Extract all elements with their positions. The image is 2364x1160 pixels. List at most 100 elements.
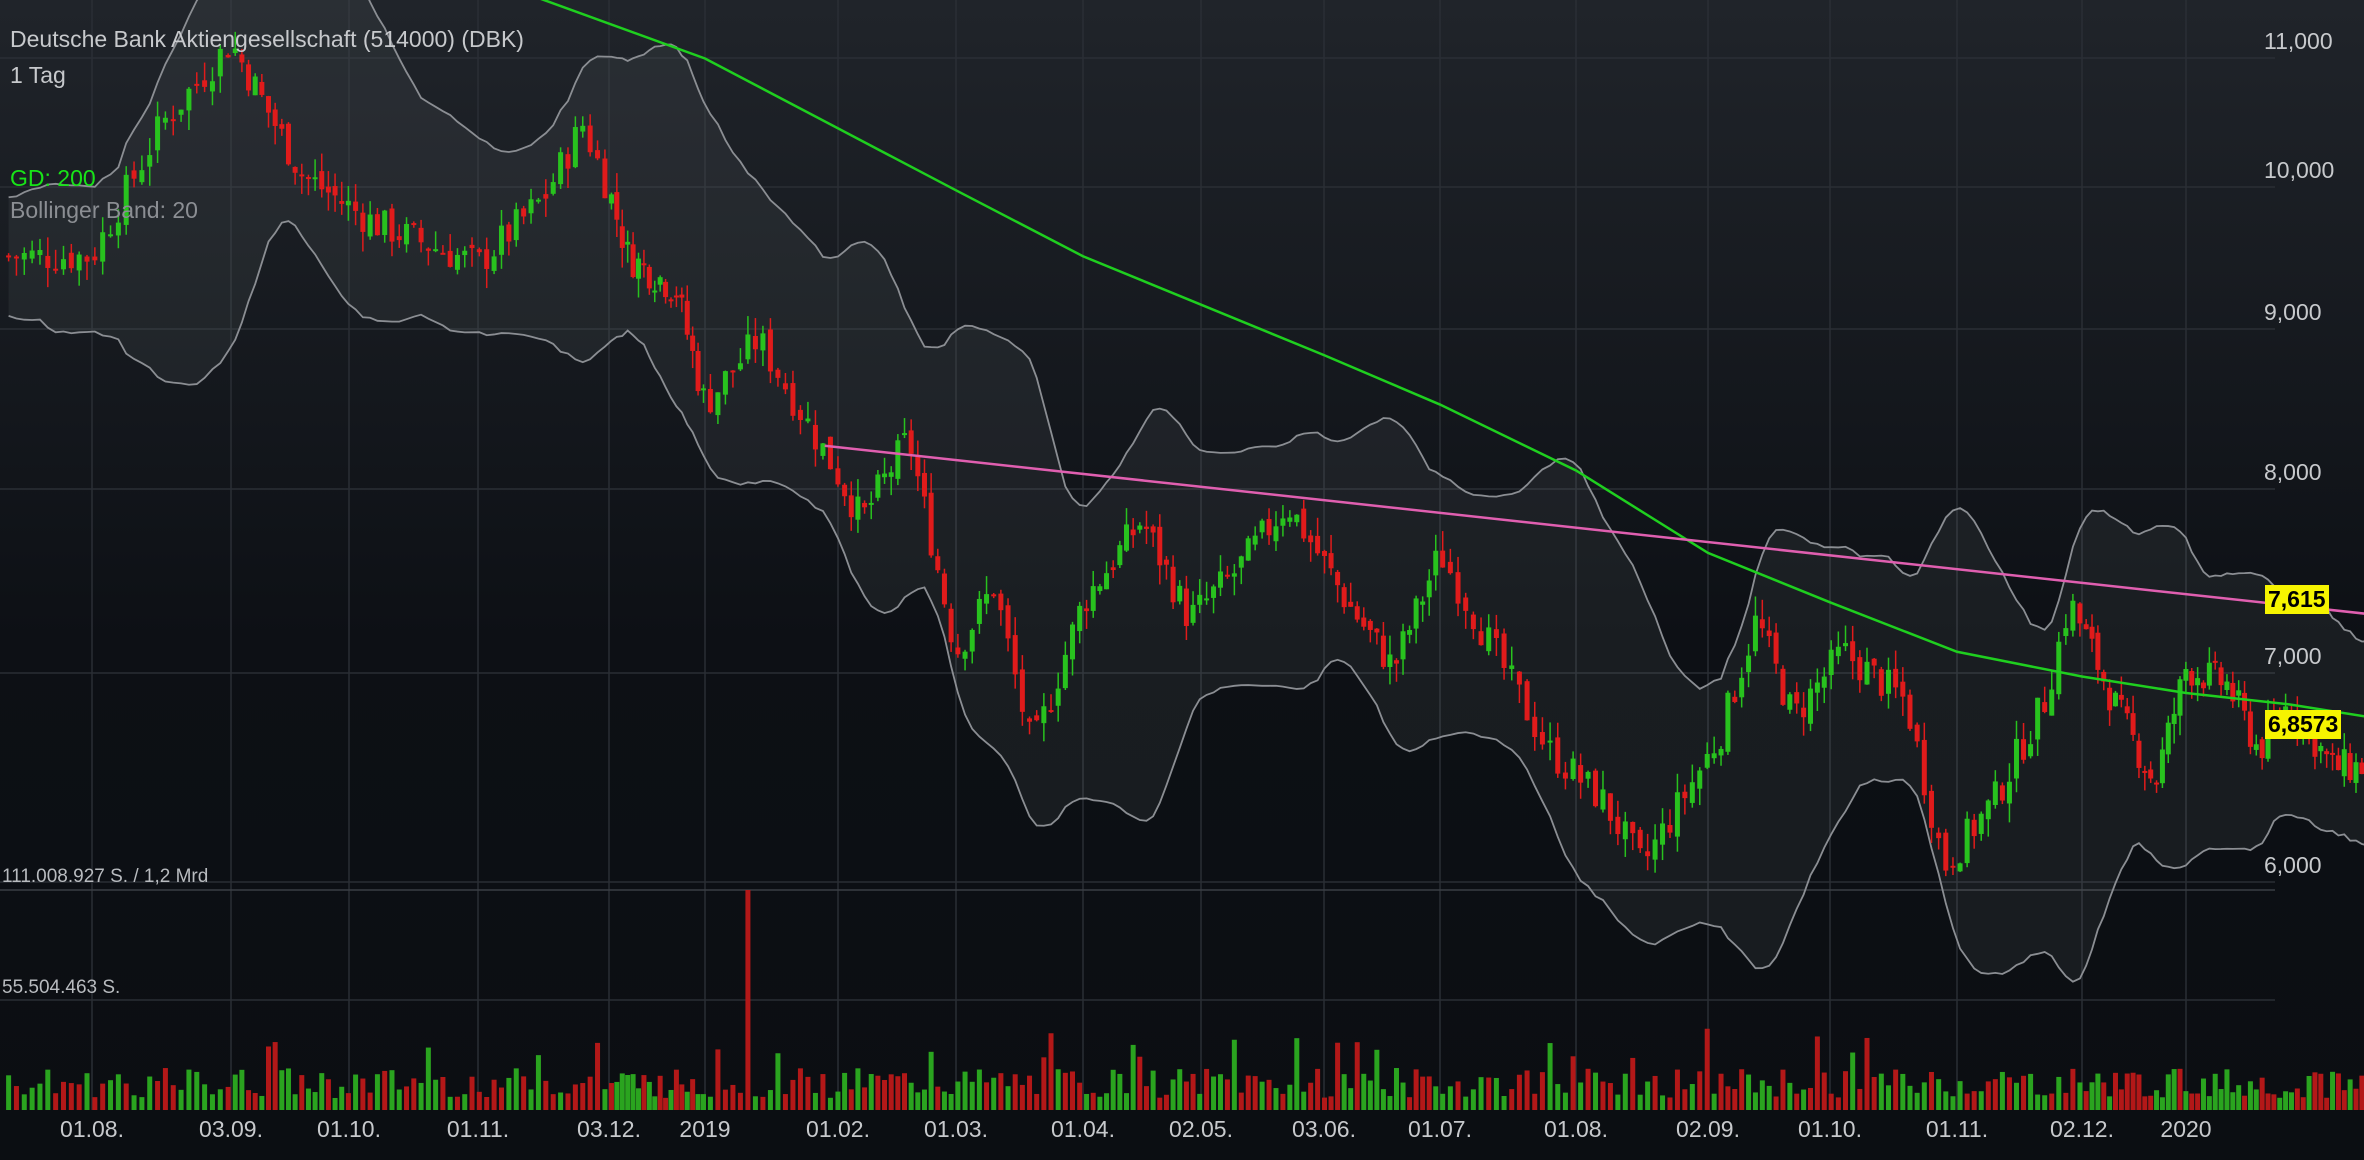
candle-body	[827, 436, 833, 470]
candle-body	[37, 250, 43, 256]
candle-body	[1578, 765, 1584, 783]
candle-body	[2183, 669, 2189, 681]
volume-bar	[1739, 1069, 1745, 1110]
candle-body	[1893, 668, 1899, 688]
candle-body	[1170, 566, 1176, 603]
volume-bar	[775, 1053, 781, 1110]
trend-line[interactable]	[824, 444, 2364, 627]
candle-body	[2347, 753, 2353, 781]
volume-bar	[1380, 1089, 1386, 1110]
volume-bar	[1835, 1097, 1841, 1110]
volume-bar	[1070, 1071, 1076, 1110]
candle-body	[21, 252, 27, 260]
x-tick-label: 02.05.	[1169, 1116, 1233, 1142]
volume-bar	[13, 1086, 19, 1110]
volume-bar	[1433, 1086, 1439, 1110]
candle-body	[396, 236, 402, 241]
last-price-tag: 7,615	[2265, 584, 2329, 614]
candle-body	[695, 350, 701, 392]
candle-body	[1878, 669, 1884, 696]
volume-bar	[170, 1085, 176, 1110]
y-tick-label: 8,000	[2264, 459, 2322, 485]
volume-bar	[641, 1075, 647, 1110]
volume-bar	[1509, 1089, 1515, 1110]
volume-bar	[2035, 1094, 2041, 1110]
volume-bar	[1273, 1088, 1279, 1110]
volume-bar	[232, 1074, 238, 1110]
volume-bar	[292, 1094, 298, 1110]
candle-body	[60, 259, 66, 270]
candle-body	[418, 227, 424, 243]
candle-body	[2200, 682, 2206, 689]
volume-bar	[1294, 1038, 1300, 1110]
candle-body	[1252, 535, 1258, 545]
volume-bar	[848, 1089, 854, 1110]
volume-bar	[252, 1093, 258, 1110]
candle-body	[115, 222, 121, 236]
candle-body	[684, 300, 690, 335]
volume-bar	[272, 1042, 278, 1110]
volume-bar	[1478, 1077, 1484, 1110]
x-tick-label: 2020	[2160, 1116, 2212, 1142]
candle-body	[984, 594, 990, 604]
candle-body	[2070, 600, 2076, 631]
candle-body	[2049, 689, 2055, 716]
volume-bar	[1900, 1073, 1906, 1110]
candle-body	[2013, 738, 2019, 779]
bollinger-upper	[8, 0, 2364, 690]
candle-body	[2095, 632, 2101, 670]
volume-bar	[1143, 1086, 1149, 1110]
volume-bar	[580, 1083, 586, 1110]
volume-bar	[895, 1076, 901, 1110]
candle-body	[1048, 710, 1054, 713]
candle-body	[730, 370, 736, 373]
x-tick-label: 01.08.	[1544, 1116, 1608, 1142]
candle-body	[625, 241, 631, 245]
volume-bar	[1104, 1093, 1110, 1110]
x-tick-label: 01.03.	[924, 1116, 988, 1142]
x-tick-label: 01.10.	[317, 1116, 381, 1142]
candle-body	[1420, 601, 1426, 605]
volume-bar	[2136, 1074, 2142, 1110]
volume-bar	[246, 1090, 252, 1110]
volume-bar	[2101, 1082, 2107, 1110]
candle-body	[998, 593, 1004, 611]
candle-body	[1871, 658, 1877, 666]
volume-bar	[2089, 1082, 2095, 1110]
candle-body	[209, 81, 215, 92]
volume-bar	[1400, 1082, 1406, 1110]
candle-body	[1943, 832, 1949, 871]
volume-bar	[1878, 1073, 1884, 1110]
volume-bar	[1062, 1072, 1068, 1110]
volume-bar	[1871, 1077, 1877, 1110]
candle-body	[433, 249, 439, 252]
candle-body	[1294, 514, 1300, 523]
volume-bar	[259, 1095, 265, 1110]
candle-body	[1524, 681, 1530, 721]
candle-body	[1936, 832, 1942, 839]
volume-bar	[902, 1073, 908, 1110]
volume-bar	[2324, 1097, 2330, 1110]
volume-bar	[147, 1076, 153, 1110]
candle-body	[29, 250, 35, 259]
candle-body	[84, 256, 90, 262]
volume-bar	[1622, 1073, 1628, 1110]
volume-bar	[396, 1089, 402, 1110]
volume-bar	[1211, 1076, 1217, 1110]
candle-body	[1315, 535, 1321, 554]
volume-bar	[1600, 1081, 1606, 1110]
candle-body	[1070, 624, 1076, 660]
candle-body	[1746, 655, 1752, 673]
candle-body	[805, 418, 811, 422]
candle-body	[2265, 719, 2271, 759]
volume-bar	[707, 1096, 713, 1110]
volume-bar	[1907, 1085, 1913, 1110]
candle-body	[1341, 587, 1347, 608]
candle-body	[572, 127, 578, 168]
candle-body	[239, 54, 245, 63]
volume-bar	[722, 1089, 728, 1110]
volume-bar	[1110, 1069, 1116, 1110]
volume-bar	[790, 1079, 796, 1110]
